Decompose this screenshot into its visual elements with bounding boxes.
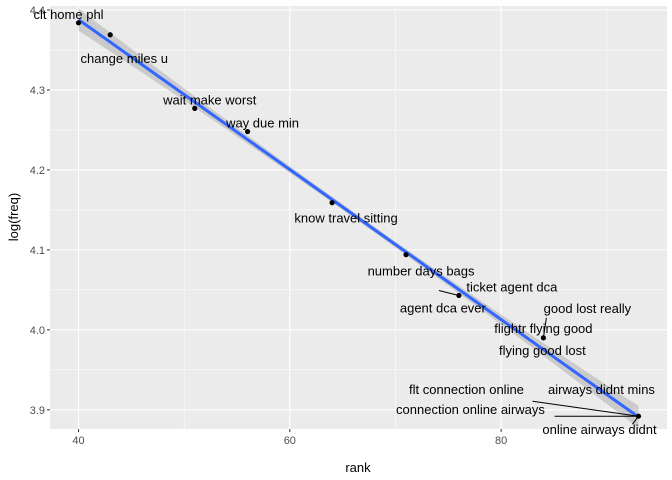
point-label: flying good lost [499, 343, 586, 358]
y-axis-ticks: 3.9 4.0 4.1 4.2 4.3 4.4 [30, 5, 50, 417]
data-point [192, 105, 198, 111]
x-axis-title: rank [345, 460, 371, 475]
point-label: good lost really [544, 301, 632, 316]
point-label: flightr flying good [494, 321, 592, 336]
point-label: connection online airways [396, 402, 545, 417]
label-leader-line [438, 289, 459, 296]
data-point [244, 128, 251, 135]
x-tick-label: 40 [72, 435, 84, 447]
point-label: flt connection online [409, 382, 524, 397]
y-tick-label: 4.4 [30, 5, 45, 17]
x-axis-ticks: 40 60 80 [72, 429, 507, 447]
point-label: change miles u [80, 51, 167, 66]
data-point [329, 200, 335, 206]
y-tick-label: 4.1 [30, 245, 45, 257]
point-label: online airways didnt [542, 422, 657, 437]
y-tick-label: 4.2 [30, 165, 45, 177]
point-label: clt home phl [33, 7, 103, 22]
data-point [75, 20, 82, 26]
data-point [635, 413, 642, 419]
data-point [403, 252, 409, 258]
data-points [75, 20, 642, 419]
data-point [540, 335, 546, 341]
point-label: wait make worst [162, 92, 257, 107]
x-tick-label: 60 [284, 435, 296, 447]
x-tick-label: 80 [495, 435, 507, 447]
data-point [456, 292, 462, 299]
point-label: number days bags [368, 264, 475, 279]
label-leader-lines [438, 289, 639, 425]
y-axis-title: log(freq) [6, 193, 21, 241]
data-point [107, 32, 113, 38]
label-leader-line [532, 400, 639, 417]
trend-line [77, 18, 640, 419]
point-labels: clt home phl change miles u wait make wors… [33, 7, 656, 437]
y-tick-label: 4.0 [30, 325, 45, 337]
point-label: know travel sitting [294, 211, 397, 226]
y-tick-label: 3.9 [30, 405, 45, 417]
point-label: airways didnt mins [548, 382, 655, 397]
point-label: agent dca ever [400, 300, 487, 315]
point-label: ticket agent dca [466, 279, 558, 294]
label-leader-line [542, 317, 547, 338]
point-label: way due min [225, 116, 299, 131]
grid-major [50, 6, 667, 429]
y-tick-label: 4.3 [30, 85, 45, 97]
grid-minor [50, 6, 667, 429]
